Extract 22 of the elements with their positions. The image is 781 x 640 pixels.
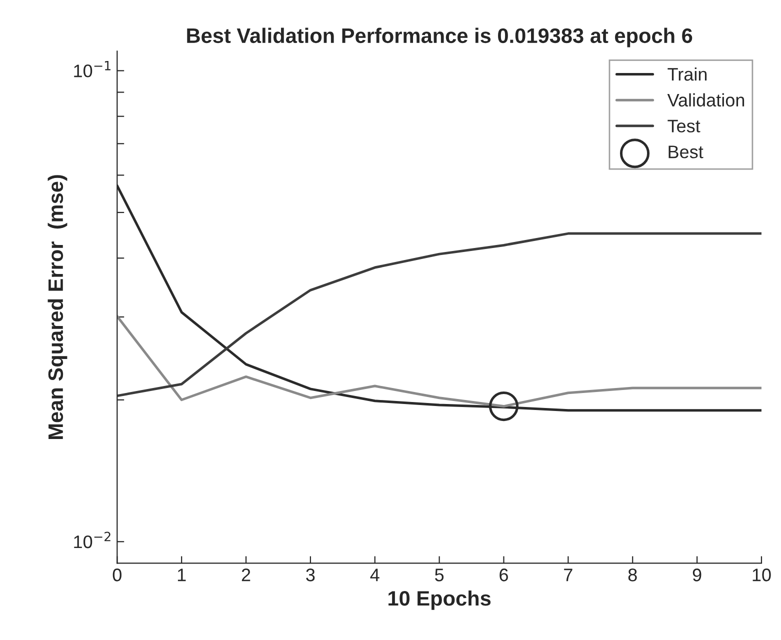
x-tick-label: 10	[752, 568, 771, 582]
legend-label: Validation	[667, 93, 744, 107]
chart-title: Best Validation Performance is 0.019383 at epoch 6	[187, 28, 692, 48]
x-tick-label: 2	[242, 568, 250, 582]
x-axis-title: 10 Epochs	[388, 590, 491, 610]
y-axis-title: Mean Squared Error (mse)	[48, 175, 68, 439]
legend-label: Best	[668, 146, 704, 158]
x-tick-label: 4	[370, 568, 380, 582]
x-tick-label: 5	[435, 568, 444, 582]
x-tick-label: 3	[306, 568, 315, 582]
x-tick-label: 0	[112, 568, 122, 582]
legend-label: Test	[668, 120, 700, 132]
line-series	[117, 232, 762, 398]
x-tick-label: 8	[628, 568, 637, 582]
y-tick-label: 10$^{−2}$	[74, 532, 110, 548]
x-tick-label: 6	[500, 568, 508, 582]
legend-label: Train	[668, 67, 707, 81]
x-tick-label: 7	[564, 568, 572, 582]
x-tick-label: 1	[178, 568, 186, 582]
y-tick-label: 10$^{−1}$	[74, 60, 110, 78]
x-tick-label: 9	[692, 568, 702, 582]
line-series	[117, 315, 762, 408]
